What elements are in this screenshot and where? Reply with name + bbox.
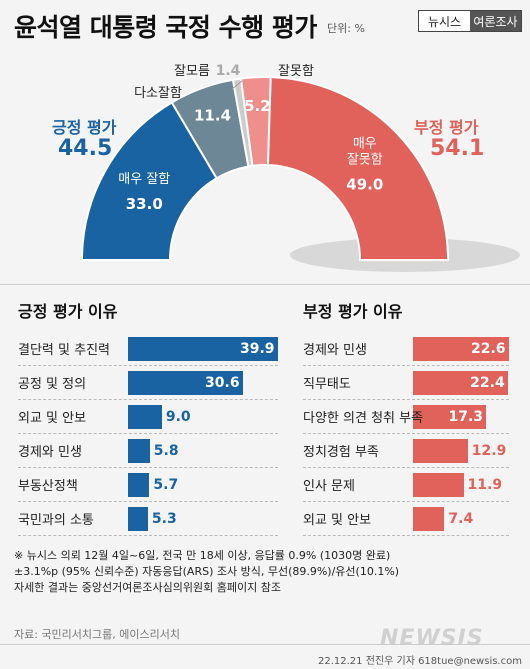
bar-row: 외교 및 안보 9.0 bbox=[18, 405, 278, 439]
row-separator bbox=[303, 501, 509, 502]
negative-label: 부정 평가 bbox=[414, 118, 479, 137]
bar bbox=[413, 507, 445, 531]
bar-row: 직무태도 22.4 bbox=[303, 371, 515, 405]
bar-value-label: 7.4 bbox=[448, 511, 474, 527]
row-separator bbox=[303, 399, 509, 400]
row-separator bbox=[18, 399, 278, 400]
bar-row: 외교 및 안보 7.4 bbox=[303, 507, 515, 541]
bar-value-label: 5.8 bbox=[153, 443, 179, 459]
page-title: 윤석열 대통령 국정 수행 평가 bbox=[14, 13, 317, 42]
row-separator bbox=[303, 467, 509, 468]
positive-reasons-title: 긍정 평가 이유 bbox=[18, 302, 118, 321]
donut-category-label: 매우 잘함 bbox=[118, 172, 170, 187]
bar-category-label: 국민과의 소통 bbox=[18, 513, 94, 528]
bar-value-label: 17.3 bbox=[448, 409, 484, 425]
leader-line bbox=[231, 80, 243, 90]
negative-value: 54.1 bbox=[430, 136, 485, 161]
bar-category-label: 경제와 민생 bbox=[303, 343, 367, 358]
bar-value-label: 12.9 bbox=[471, 443, 507, 459]
positive-value: 44.5 bbox=[58, 136, 113, 161]
bar-category-label: 직무태도 bbox=[303, 377, 351, 392]
donut-category-label: 다소잘함 bbox=[134, 86, 182, 101]
bar bbox=[413, 473, 464, 497]
positive-label: 긍정 평가 bbox=[52, 118, 117, 137]
source-text: 자료: 국민리서치그룹, 에이스리서치 bbox=[14, 628, 180, 641]
note-line: 자세한 결과는 중앙선거여론조사심의위원회 홈페이지 참조 bbox=[14, 581, 281, 594]
bar-row: 경제와 민생 5.8 bbox=[18, 439, 278, 473]
section-divider bbox=[0, 284, 530, 285]
bar-category-label: 공정 및 정의 bbox=[18, 377, 87, 392]
bar-category-label: 다양한 의견 청취 부족 bbox=[303, 411, 424, 426]
bar-value-label: 22.6 bbox=[471, 341, 506, 357]
donut-value-label: 49.0 bbox=[346, 175, 383, 193]
bar bbox=[413, 337, 509, 361]
donut-value-label: 33.0 bbox=[126, 195, 163, 213]
bar-row: 국민과의 소통 5.3 bbox=[18, 507, 278, 541]
bar-category-label: 외교 및 안보 bbox=[303, 513, 372, 528]
bar bbox=[128, 439, 150, 463]
bar-row: 경제와 민생 22.6 bbox=[303, 337, 515, 371]
bar bbox=[128, 405, 162, 429]
bar-value-label: 22.4 bbox=[470, 375, 505, 391]
donut-segments bbox=[80, 76, 450, 261]
bar-row: 정치경험 부족 12.9 bbox=[303, 439, 515, 473]
positive-reasons-chart: 결단력 및 추진력 39.9 공정 및 정의 30.6 외교 및 안보 9.0 경제와 민생… bbox=[18, 337, 278, 541]
donut-value-label: 1.4 bbox=[216, 63, 241, 79]
bar-category-label: 정치경험 부족 bbox=[303, 445, 379, 460]
bar-row: 다양한 의견 청취 부족 17.3 bbox=[303, 405, 515, 439]
bar-row: 공정 및 정의 30.6 bbox=[18, 371, 278, 405]
bar-row: 결단력 및 추진력 39.9 bbox=[18, 337, 278, 371]
row-separator bbox=[303, 535, 509, 536]
bottom-divider bbox=[0, 644, 530, 645]
brand-left: 뉴시스 bbox=[427, 14, 462, 29]
bar-category-label: 인사 문제 bbox=[303, 479, 355, 494]
row-separator bbox=[18, 433, 278, 434]
bar bbox=[413, 439, 468, 463]
donut-category-label: 잘못함 bbox=[347, 152, 383, 167]
bar-value-label: 9.0 bbox=[165, 409, 191, 425]
donut-value-label: 11.4 bbox=[194, 106, 231, 124]
row-separator bbox=[18, 467, 278, 468]
negative-reasons-title: 부정 평가 이유 bbox=[303, 302, 403, 321]
note-line: ※ 뉴시스 의뢰 12월 4일~6일, 전국 만 18세 이상, 응답률 0.9… bbox=[14, 549, 391, 562]
bar bbox=[128, 473, 150, 497]
row-separator bbox=[303, 365, 509, 366]
unit-label: 단위: % bbox=[327, 22, 365, 35]
donut-segment bbox=[266, 76, 450, 261]
bar-value-label: 30.6 bbox=[205, 375, 240, 391]
row-separator bbox=[303, 433, 509, 434]
brand-right: 여론조사 bbox=[470, 11, 521, 31]
row-separator bbox=[18, 535, 278, 536]
bar-category-label: 결단력 및 추진력 bbox=[18, 343, 110, 358]
bar-row: 인사 문제 11.9 bbox=[303, 473, 515, 507]
donut-value-label: 5.2 bbox=[244, 97, 271, 115]
bar bbox=[128, 507, 148, 531]
bar bbox=[413, 405, 487, 429]
bar-value-label: 5.3 bbox=[151, 511, 177, 527]
bar-value-label: 11.9 bbox=[467, 477, 503, 493]
bar-category-label: 부동산정책 bbox=[18, 479, 78, 494]
negative-reasons-chart: 경제와 민생 22.6 직무태도 22.4 다양한 의견 청취 부족 17.3 정치경험 부… bbox=[303, 337, 515, 541]
donut-category-label: 매우 bbox=[353, 136, 377, 151]
bar-value-label: 39.9 bbox=[240, 341, 275, 357]
bar-category-label: 외교 및 안보 bbox=[18, 411, 87, 426]
donut-category-label: 잘못함 bbox=[278, 64, 314, 79]
note-line: ±3.1%p (95% 신뢰수준) 자동응답(ARS) 조사 방식, 무선(89… bbox=[14, 565, 400, 578]
donut-category-label: 잘모름 bbox=[174, 64, 210, 79]
row-separator bbox=[18, 365, 278, 366]
bar bbox=[128, 337, 278, 361]
bar-value-label: 5.7 bbox=[153, 477, 179, 493]
bar-row: 부동산정책 5.7 bbox=[18, 473, 278, 507]
survey-notes: ※ 뉴시스 의뢰 12월 4일~6일, 전국 만 18세 이상, 응답률 0.9… bbox=[14, 548, 399, 596]
newsis-watermark: NEWSIS bbox=[380, 626, 484, 651]
bar-category-label: 경제와 민생 bbox=[18, 445, 82, 460]
bar bbox=[413, 371, 509, 395]
credit-text: 22.12.21 전진우 기자 618tue@newsis.com bbox=[318, 656, 522, 667]
brand-badge: 뉴시스 여론조사 bbox=[418, 10, 522, 32]
bar bbox=[128, 371, 244, 395]
row-separator bbox=[18, 501, 278, 502]
